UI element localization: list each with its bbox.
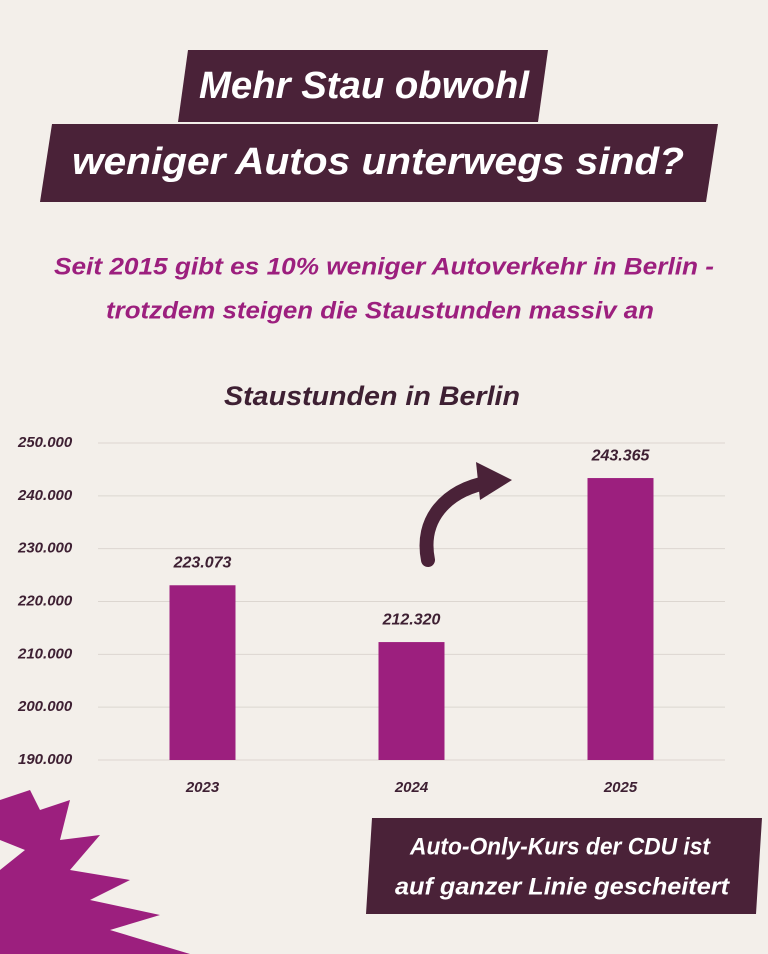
y-tick-label: 240.000 [17, 487, 73, 504]
callout: auf ganzer Linie gescheitert [395, 873, 730, 900]
headline-box [178, 50, 548, 122]
subheadline: Seit 2015 gibt es 10% weniger Autoverkeh… [54, 253, 714, 280]
y-tick-label: 220.000 [17, 592, 73, 609]
y-tick-label: 230.000 [17, 540, 73, 557]
trend-arrow-head [476, 462, 512, 500]
callout-box [366, 818, 762, 914]
plot: 190.000 200.000 210.000 220.000 230.000 240.0… [17, 434, 725, 796]
value-label: 212.320 [382, 611, 441, 628]
value-label: 223.073 [173, 554, 232, 571]
bar [587, 478, 654, 760]
trend-arrow [419, 475, 497, 567]
headline-box [40, 124, 718, 202]
value-label: 243.365 [591, 447, 651, 464]
y-tick-label: 250.000 [17, 434, 73, 451]
flower-decoration [0, 790, 190, 954]
callout: Auto-Only-Kurs der CDU ist [409, 833, 711, 860]
bar [169, 585, 236, 760]
x-tick-label: 2023 [185, 779, 220, 796]
chart-title: Staustunden in Berlin [224, 381, 520, 411]
y-tick-label: 190.000 [18, 751, 73, 768]
x-tick-label: 2024 [394, 779, 429, 796]
x-tick-label: 2025 [603, 779, 638, 796]
y-tick-label: 200.000 [17, 698, 73, 715]
headline: Mehr Stau obwohl [199, 65, 530, 107]
bar [378, 642, 445, 760]
headline: weniger Autos unterwegs sind? [72, 141, 684, 183]
subheadline: trotzdem steigen die Staustunden massiv … [106, 297, 654, 324]
y-tick-label: 210.000 [17, 645, 73, 662]
